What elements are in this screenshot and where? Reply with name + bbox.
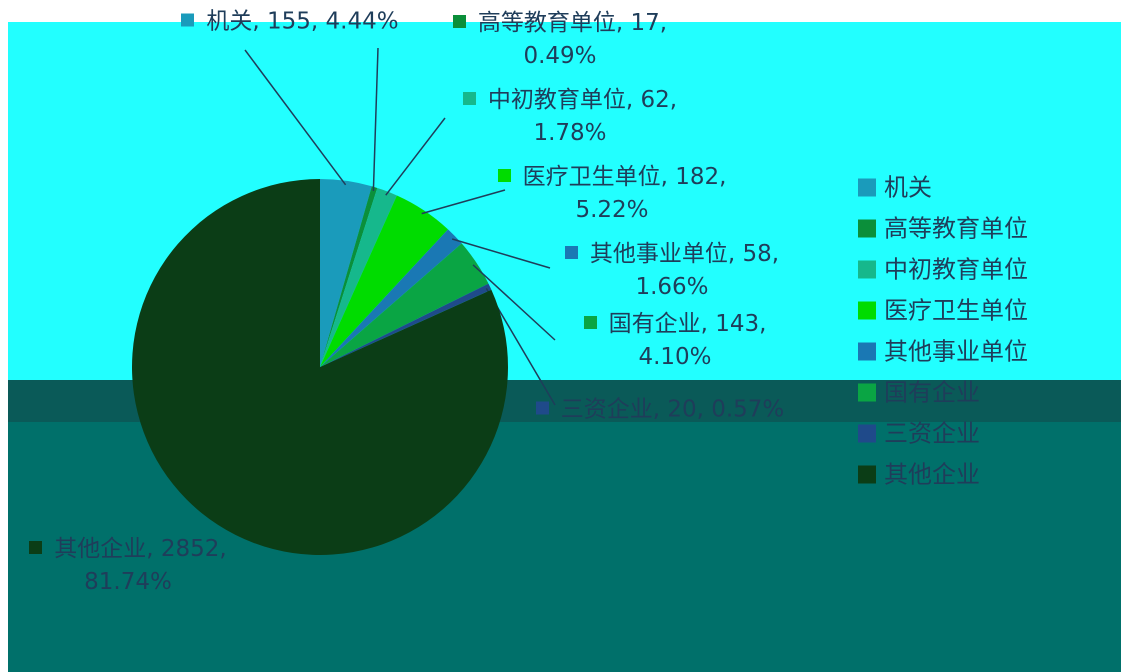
legend-marker (858, 424, 876, 443)
pie-slice (320, 187, 397, 367)
leader-line (244, 49, 347, 186)
pie-slice (320, 195, 449, 367)
data-label: 机关, 155, 4.44% (160, 6, 420, 39)
pie-slice (132, 179, 508, 555)
data-label: 三资企业, 20, 0.57% (535, 394, 785, 427)
data-label-text: 机关, 155, 4.44% (206, 8, 399, 35)
data-label: 中初教育单位, 62, 1.78% (440, 84, 700, 150)
legend-text: 中初教育单位 (884, 255, 1028, 284)
label-marker (181, 13, 195, 27)
legend-text: 医疗卫生单位 (884, 296, 1028, 325)
label-marker (497, 169, 511, 182)
legend-entry: 其他事业单位 (858, 332, 1028, 367)
legend-text: 国有企业 (884, 378, 980, 407)
leader-line (451, 238, 551, 269)
data-label-text: 中初教育单位, 62, 1.78% (487, 87, 678, 146)
legend-entry: 三资企业 (858, 414, 980, 449)
data-label-text: 高等教育单位, 17, 0.49% (477, 10, 668, 69)
legend-entry: 机关 (858, 168, 932, 203)
legend-marker (858, 301, 876, 320)
label-marker (29, 541, 43, 554)
pie-slice (320, 283, 492, 367)
label-marker (564, 246, 578, 259)
legend-marker (858, 465, 876, 484)
pie-slice (320, 186, 378, 367)
pie-slice (320, 243, 489, 367)
label-marker (535, 401, 549, 415)
legend-text: 其他企业 (884, 460, 980, 489)
legend-marker (858, 178, 876, 197)
pie-slice (320, 179, 372, 367)
legend-text: 其他事业单位 (884, 337, 1028, 366)
data-label: 医疗卫生单位, 182, 5.22% (482, 161, 742, 227)
legend-entry: 其他企业 (858, 455, 980, 490)
legend-entry: 国有企业 (858, 373, 980, 408)
legend-text: 高等教育单位 (884, 214, 1028, 243)
data-label-text: 三资企业, 20, 0.57% (560, 396, 785, 423)
data-label-text: 医疗卫生单位, 182, 5.22% (522, 164, 727, 223)
legend-entry: 中初教育单位 (858, 250, 1028, 285)
leader-line (372, 47, 379, 191)
leader-line (385, 117, 446, 196)
label-marker (583, 316, 597, 329)
legend-entry: 高等教育单位 (858, 209, 1028, 244)
data-label-text: 国有企业, 143, 4.10% (608, 311, 767, 370)
legend-marker (858, 342, 876, 361)
legend-text: 机关 (884, 173, 932, 202)
data-label: 国有企业, 143, 4.10% (550, 308, 800, 374)
legend-entry: 医疗卫生单位 (858, 291, 1028, 326)
leader-line (472, 264, 556, 341)
leader-line (421, 189, 506, 215)
pie-slice (320, 229, 462, 367)
legend-marker (858, 383, 876, 402)
data-label-text: 其他企业, 2852, 81.74% (54, 536, 227, 595)
legend-marker (858, 219, 876, 238)
legend-marker (858, 260, 876, 279)
label-marker (452, 15, 466, 28)
label-marker (462, 92, 476, 105)
data-label: 其他企业, 2852, 81.74% (0, 533, 258, 599)
data-label: 其他事业单位, 58, 1.66% (532, 238, 812, 304)
legend-text: 三资企业 (884, 419, 980, 448)
data-label-text: 其他事业单位, 58, 1.66% (589, 241, 780, 300)
data-label: 高等教育单位, 17, 0.49% (430, 7, 690, 73)
